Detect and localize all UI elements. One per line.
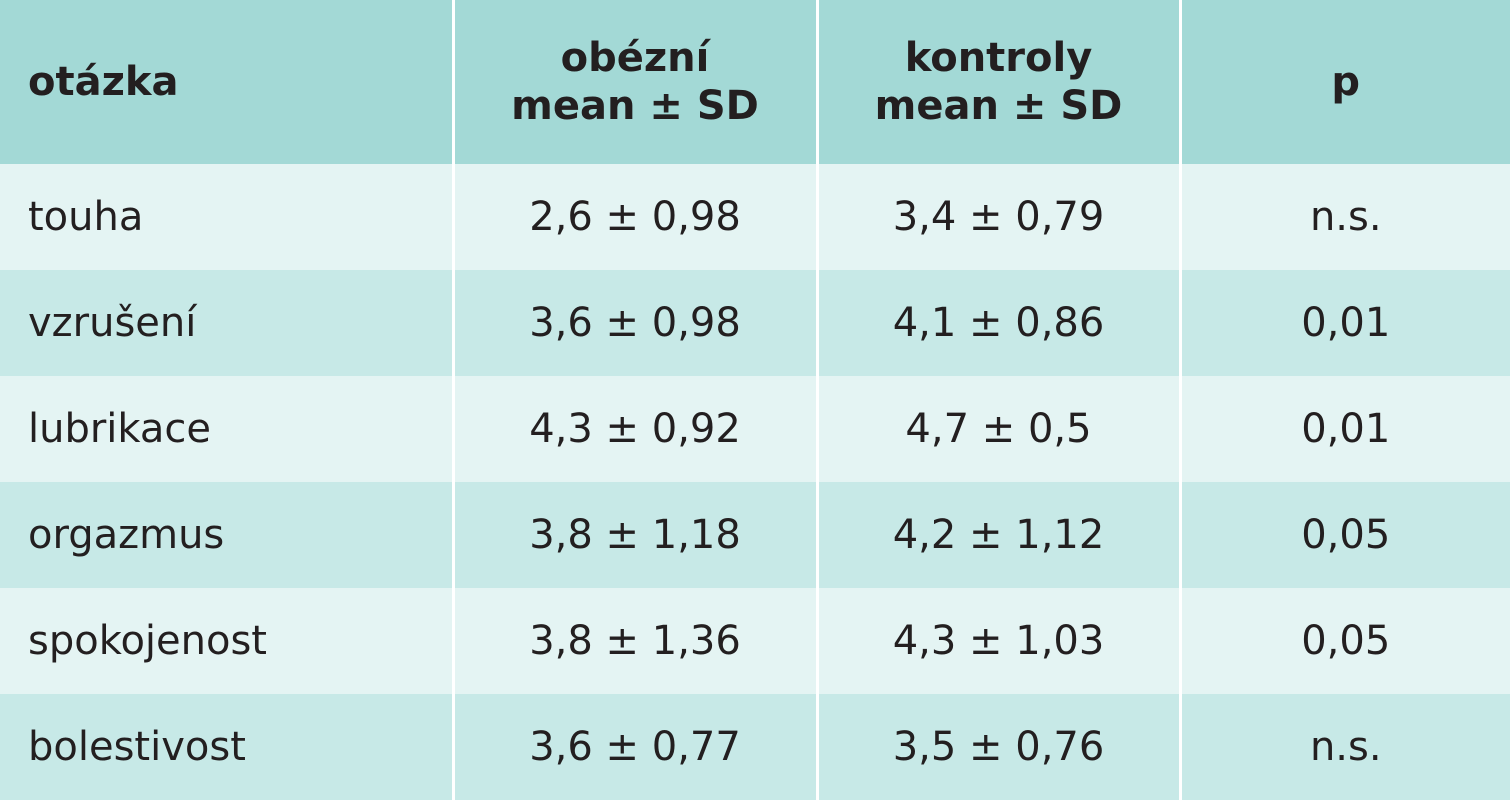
header-obese: obézní mean ± SD [451, 0, 817, 164]
header-control: kontroly mean ± SD [815, 0, 1180, 164]
table-row: lubrikace 4,3 ± 0,92 4,7 ± 0,5 0,01 [0, 376, 1510, 482]
table-row: touha 2,6 ± 0,98 3,4 ± 0,79 n.s. [0, 164, 1510, 270]
control-value-cell: 4,2 ± 1,12 [815, 482, 1180, 588]
header-control-stat: mean ± SD [874, 83, 1123, 129]
p-value-cell: 0,01 [1178, 376, 1510, 482]
table-body: touha 2,6 ± 0,98 3,4 ± 0,79 n.s. vzrušen… [0, 164, 1510, 800]
obese-value-cell: 3,6 ± 0,77 [451, 694, 817, 800]
p-value-cell: 0,05 [1178, 588, 1510, 694]
table-row: vzrušení 3,6 ± 0,98 4,1 ± 0,86 0,01 [0, 270, 1510, 376]
question-cell: touha [0, 164, 453, 270]
question-cell: vzrušení [0, 270, 453, 376]
question-cell: orgazmus [0, 482, 453, 588]
table-row: orgazmus 3,8 ± 1,18 4,2 ± 1,12 0,05 [0, 482, 1510, 588]
p-value-cell: n.s. [1178, 694, 1510, 800]
obese-value-cell: 3,8 ± 1,36 [451, 588, 817, 694]
control-value-cell: 4,7 ± 0,5 [815, 376, 1180, 482]
control-value-cell: 4,1 ± 0,86 [815, 270, 1180, 376]
header-question: otázka [0, 0, 453, 164]
p-value-cell: n.s. [1178, 164, 1510, 270]
p-value-cell: 0,05 [1178, 482, 1510, 588]
obese-value-cell: 3,6 ± 0,98 [451, 270, 817, 376]
header-p: p [1178, 0, 1510, 164]
header-control-title: kontroly [904, 35, 1093, 81]
table-row: spokojenost 3,8 ± 1,36 4,3 ± 1,03 0,05 [0, 588, 1510, 694]
question-cell: bolestivost [0, 694, 453, 800]
header-row: otázka obézní mean ± SD kontroly mean ± … [0, 0, 1510, 164]
obese-value-cell: 3,8 ± 1,18 [451, 482, 817, 588]
question-cell: spokojenost [0, 588, 453, 694]
header-obese-title: obézní [560, 35, 710, 81]
obese-value-cell: 4,3 ± 0,92 [451, 376, 817, 482]
question-cell: lubrikace [0, 376, 453, 482]
table-header: otázka obézní mean ± SD kontroly mean ± … [0, 0, 1510, 164]
control-value-cell: 3,5 ± 0,76 [815, 694, 1180, 800]
header-obese-stat: mean ± SD [511, 83, 759, 129]
obese-value-cell: 2,6 ± 0,98 [451, 164, 817, 270]
table-row: bolestivost 3,6 ± 0,77 3,5 ± 0,76 n.s. [0, 694, 1510, 800]
control-value-cell: 3,4 ± 0,79 [815, 164, 1180, 270]
p-value-cell: 0,01 [1178, 270, 1510, 376]
control-value-cell: 4,3 ± 1,03 [815, 588, 1180, 694]
